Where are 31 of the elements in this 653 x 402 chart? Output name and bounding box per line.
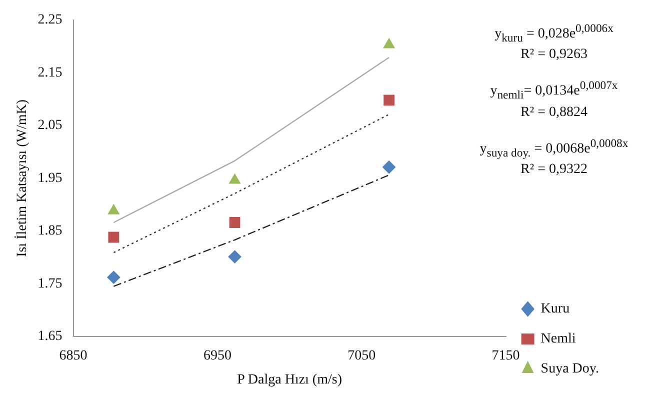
y-tick-label: 1.95 [38, 170, 62, 186]
point [108, 204, 120, 214]
legend-label: Kuru [540, 302, 570, 317]
text: R² = 0,9322 [520, 161, 588, 178]
point [228, 250, 242, 264]
x-tick-label: 6950 [203, 348, 232, 364]
x-axis-title: P Dalga Hızı (m/s) [237, 372, 342, 388]
x-tick-label: 7050 [348, 348, 376, 364]
legend-label: Suya Doy. [540, 362, 599, 377]
y-tick-label: 1.85 [38, 224, 62, 239]
text: R² = 0,8824 [520, 104, 588, 121]
point [384, 94, 394, 106]
annotation: y$_{kuru}$ = 0,028e$^{0,0006x}$ [494, 21, 614, 46]
text: R² = 0,9263 [520, 46, 588, 64]
point [229, 217, 240, 228]
legend-label: Nemli [540, 332, 576, 347]
x-tick-label: 6850 [59, 348, 88, 364]
point [383, 38, 395, 48]
y-axis-title: Isı İletim Katsayısı (W/mK) [14, 99, 30, 257]
annotation: y$_{nemli}$= 0,0134e$^{0,0007x}$ [489, 78, 619, 104]
annotation: y$_{suya doy.}$ = 0,0068e$^{0,0008x}$ [478, 136, 630, 162]
point [108, 232, 120, 243]
y-tick-label: 2.05 [38, 118, 62, 134]
y-tick-label: 2.25 [38, 12, 62, 28]
point [107, 270, 120, 284]
y-tick-label: 2.15 [38, 65, 62, 80]
point [229, 174, 240, 184]
x-tick-label: 7150 [492, 348, 520, 364]
point [382, 160, 396, 174]
y-tick-label: 1.65 [38, 329, 62, 344]
y-tick-label: 1.75 [38, 276, 62, 292]
